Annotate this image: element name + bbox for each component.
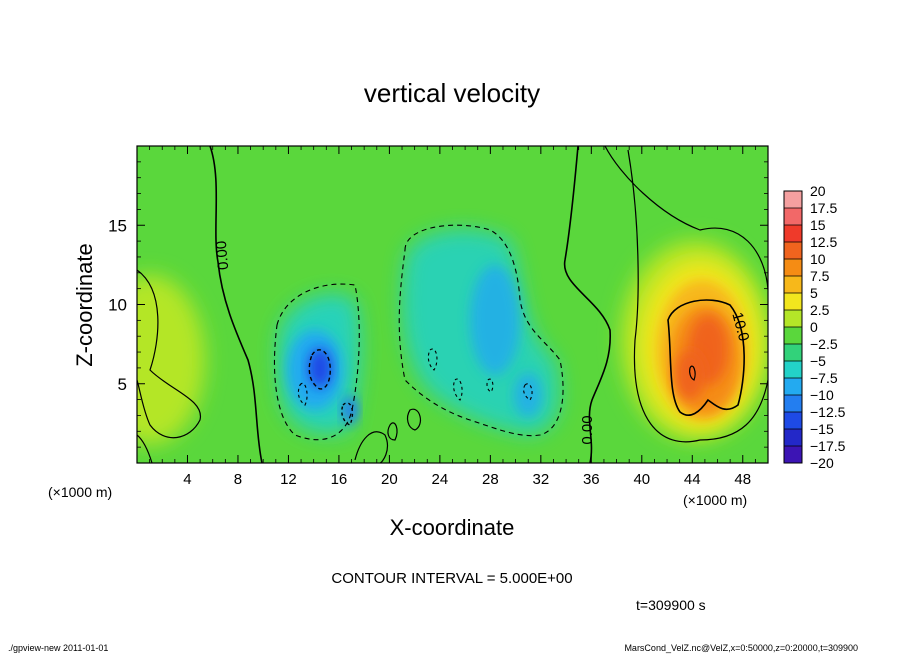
downdraft-strong-core [308,348,332,388]
downdraft-core-center [470,265,520,375]
colorbar-swatch [784,378,802,395]
colorbar-swatch [784,242,802,259]
x-axis: 4 8 12 16 20 24 28 32 36 40 44 48 [149,146,756,488]
x-tick-label: 48 [734,471,751,488]
x-tick-label: 16 [331,471,348,488]
y-tick-label: 5 [118,375,127,394]
colorbar-swatch [784,208,802,225]
colorbar-label: 17.5 [810,200,837,216]
contour-neg-small-4 [486,378,494,393]
colorbar: 2017.51512.5107.552.50−2.5−5−7.5−10−12.5… [783,183,846,471]
zero-contour-left [209,146,263,463]
colorbar-label: 15 [810,217,826,233]
colorbar-swatch [784,361,802,378]
plot-field: 0.00 10.0 0.00 [137,146,768,463]
contour-interval-text: CONTOUR INTERVAL = 5.000E+00 [331,570,572,587]
colorbar-label: −17.5 [810,438,846,454]
colorbar-label: 2.5 [810,302,830,318]
x-tick-label: 32 [532,471,549,488]
colorbar-label: −10 [810,387,834,403]
colorbar-swatch [784,276,802,293]
x-tick-label: 24 [432,471,449,488]
zero-contour-top-right [604,146,768,291]
x-tick-label: 28 [482,471,499,488]
y-tick-label: 15 [108,216,127,235]
colorbar-label: 12.5 [810,234,837,250]
x-unit-right: (×1000 m) [683,492,747,508]
contour-10 [667,299,745,416]
colorbar-swatch [784,412,802,429]
downdraft-strong-core-low [342,396,358,424]
zero-contour-small-2 [387,422,398,441]
colorbar-swatch [784,395,802,412]
zero-contour-right [563,146,611,463]
colorbar-swatch [784,344,802,361]
contour-label-zero-right: 0.00 [579,415,596,444]
colorbar-swatch [784,259,802,276]
x-axis-title: X-coordinate [390,515,515,540]
colorbar-swatch [784,310,802,327]
colorbar-label: −7.5 [810,370,838,386]
y-axis: 5 10 15 [108,161,768,448]
zero-contour-around-updraft [627,149,768,443]
colorbar-swatch [784,327,802,344]
colorbar-label: −15 [810,421,834,437]
colorbar-label: 0 [810,319,818,335]
colorbar-label: 7.5 [810,268,830,284]
contour-neg-small-1 [427,348,438,371]
y-tick-label: 10 [108,296,127,315]
x-tick-label: 44 [684,471,701,488]
zero-contour-small-1 [406,408,422,431]
zero-contour-corner [137,434,153,463]
colorbar-swatch [784,225,802,242]
chart-title: vertical velocity [364,78,540,108]
y-axis-title: Z-coordinate [72,243,97,367]
colorbar-label: 5 [810,285,818,301]
contour-neg5-left [273,283,360,441]
colorbar-swatch [784,429,802,446]
colorbar-label: −20 [810,455,834,471]
x-tick-label: 8 [234,471,242,488]
downdraft-core-center-low [514,373,542,417]
contour-neg5-center [398,224,564,437]
contour-label-zero-left: 0.00 [213,240,232,271]
time-label: t=309900 s [636,597,706,613]
x-tick-label: 4 [183,471,191,488]
colorbar-label: −5 [810,353,826,369]
colorbar-label: 10 [810,251,826,267]
colorbar-label: 20 [810,183,826,199]
x-tick-label: 20 [381,471,398,488]
contour-10-small [689,365,696,381]
x-tick-label: 12 [280,471,297,488]
footer-right: MarsCond_VelZ.nc@VelZ,x=0:50000,z=0:2000… [624,643,858,653]
footer-left: ./gpview-new 2011-01-01 [8,643,108,653]
contour-neg10-small [297,382,308,406]
x-unit-left: (×1000 m) [48,484,112,500]
contour-label-ten: 10.0 [728,311,752,344]
colorbar-label: −2.5 [810,336,838,352]
zero-contour-left-edge [137,269,201,439]
x-tick-label: 40 [633,471,650,488]
contour-neg-small-2 [453,378,463,401]
contour-neg10-low [341,402,354,426]
contour-neg10-left [308,349,331,390]
colorbar-label: −12.5 [810,404,846,420]
x-tick-label: 36 [583,471,600,488]
zero-contour-bottom-1 [354,431,389,463]
colorbar-swatch [784,446,802,463]
weak-updraft-left [137,275,205,445]
colorbar-swatch [784,191,802,208]
colorbar-swatch [784,293,802,310]
